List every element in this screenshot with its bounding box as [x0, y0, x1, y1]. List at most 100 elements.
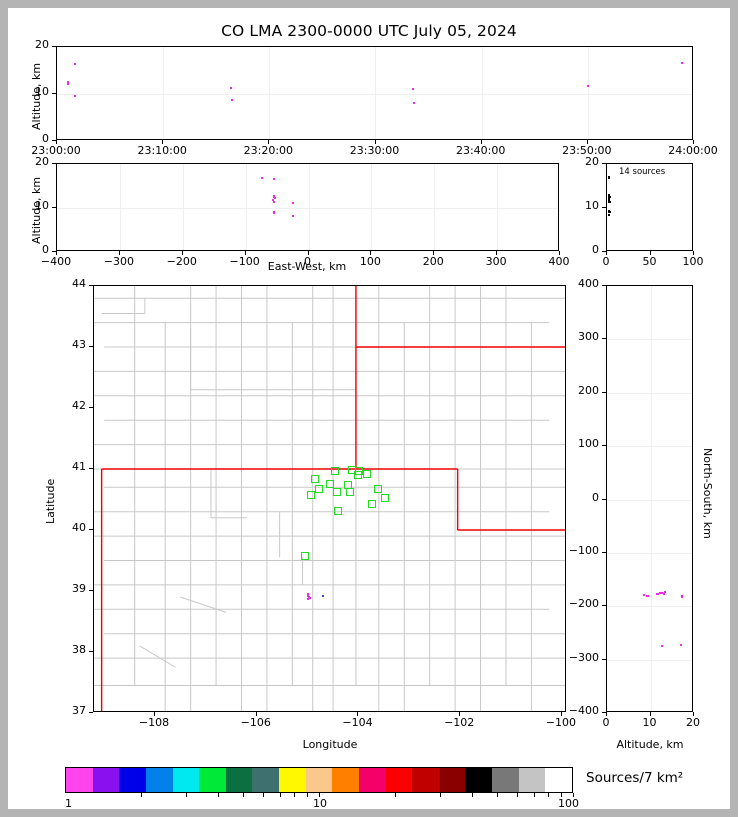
source-count-label: 14 sources — [619, 167, 666, 177]
ew-height-ytick: 0 — [42, 243, 49, 256]
axis-tick-mark — [606, 712, 607, 716]
axis-tick-mark — [52, 163, 56, 164]
data-point — [308, 597, 311, 600]
alt-histogram-ytick: 20 — [585, 155, 599, 168]
ew-height-xtick: 300 — [485, 255, 507, 268]
data-point — [662, 593, 665, 596]
axis-tick-mark — [370, 251, 372, 255]
colorbar-segment — [465, 768, 492, 792]
alt-histogram-xtick: 50 — [642, 255, 657, 268]
data-point — [273, 197, 276, 200]
map-ytick: 39 — [72, 582, 86, 595]
histogram-bar — [608, 198, 610, 201]
data-point — [66, 82, 69, 85]
colorbar-tick — [561, 793, 563, 797]
data-point — [291, 202, 294, 205]
ns-height-ylabel: North-South, km — [701, 448, 714, 539]
colorbar-tick — [186, 793, 188, 797]
colorbar-segment — [225, 768, 253, 792]
data-point — [272, 211, 275, 214]
axis-tick-mark — [268, 140, 270, 144]
station-marker — [310, 475, 319, 484]
axis-tick-mark — [162, 140, 164, 144]
station-marker — [332, 487, 341, 496]
data-point — [230, 87, 233, 90]
lma-figure: CO LMA 2300-0000 UTC July 05, 2024 Altit… — [8, 8, 730, 810]
ew-height-xtick: −300 — [103, 255, 134, 268]
axis-tick-mark — [52, 46, 56, 47]
ns-gridline — [607, 392, 692, 394]
data-point — [660, 591, 663, 594]
data-point — [73, 63, 76, 66]
colorbar-segment — [199, 768, 226, 792]
axis-tick-mark — [606, 251, 607, 255]
data-point — [586, 85, 589, 88]
data-point — [646, 595, 649, 598]
axis-tick-mark — [374, 140, 376, 144]
station-marker — [325, 479, 334, 488]
colorbar-segment — [412, 768, 439, 792]
histogram-bar — [608, 214, 610, 217]
data-point — [411, 87, 414, 90]
axis-tick-mark — [559, 251, 560, 255]
colorbar-tick — [548, 793, 550, 797]
axis-tick-mark — [433, 251, 435, 255]
colorbar-tick — [217, 793, 219, 797]
ew-height-xtick: 0 — [304, 255, 311, 268]
axis-tick-mark — [560, 712, 562, 716]
map-xtick: −104 — [342, 716, 373, 729]
ns-height-ytick: −300 — [568, 650, 599, 664]
map-xtick: −102 — [444, 716, 475, 729]
map-panel[interactable] — [93, 285, 566, 712]
colorbar-segment — [492, 768, 519, 792]
data-point — [272, 199, 275, 202]
time-height-panel[interactable] — [56, 46, 693, 140]
time-height-xtick: 23:50:00 — [562, 144, 612, 157]
station-marker — [333, 507, 342, 516]
data-point — [659, 592, 662, 595]
colorbar-tick — [533, 793, 535, 797]
ns-height-xtick: 0 — [602, 716, 610, 729]
data-point — [260, 176, 263, 179]
station-marker — [330, 466, 339, 475]
time-height-xtick: 23:20:00 — [243, 144, 294, 157]
axis-tick-mark — [181, 251, 183, 255]
colorbar-segment — [279, 768, 306, 792]
ew-height-xtick: 200 — [422, 255, 444, 268]
axis-tick-mark — [602, 338, 606, 340]
data-point — [647, 594, 650, 597]
time-height-xtick: 23:10:00 — [137, 144, 187, 157]
colorbar-tick — [573, 793, 574, 797]
colorbar-tick — [279, 793, 281, 797]
colorbar-segment — [545, 768, 572, 792]
alt-histogram-ytick: 10 — [585, 199, 599, 212]
station-marker — [374, 484, 383, 493]
ns-height-panel[interactable] — [606, 285, 693, 712]
axis-tick-mark — [602, 207, 606, 208]
axis-tick-mark — [480, 140, 482, 144]
map-ytick: 42 — [72, 399, 86, 412]
colorbar-min-tick: 1 — [65, 797, 72, 810]
data-point — [321, 595, 324, 598]
colorbar-segment — [252, 768, 279, 792]
axis-tick-mark — [602, 163, 606, 164]
ns-gridline — [607, 552, 692, 554]
colorbar-segment — [145, 768, 173, 792]
colorbar-segment — [385, 768, 413, 792]
alt-histogram-panel[interactable]: 14 sources — [606, 163, 693, 251]
ns-gridline — [607, 446, 692, 448]
ew-height-xtick: −200 — [166, 255, 197, 268]
time-height-ytick: 0 — [42, 132, 49, 145]
colorbar-segment — [518, 768, 546, 792]
ew-height-panel[interactable] — [56, 163, 559, 251]
ns-height-xtick: 10 — [642, 716, 657, 729]
axis-tick-mark — [602, 605, 606, 607]
map-ytick: 40 — [72, 521, 86, 534]
colorbar[interactable] — [65, 767, 573, 793]
axis-tick-mark — [56, 251, 57, 255]
axis-tick-mark — [459, 712, 461, 716]
data-point — [680, 643, 683, 646]
axis-tick-mark — [649, 712, 651, 716]
axis-tick-mark — [255, 712, 257, 716]
map-xtick: −108 — [138, 716, 170, 729]
